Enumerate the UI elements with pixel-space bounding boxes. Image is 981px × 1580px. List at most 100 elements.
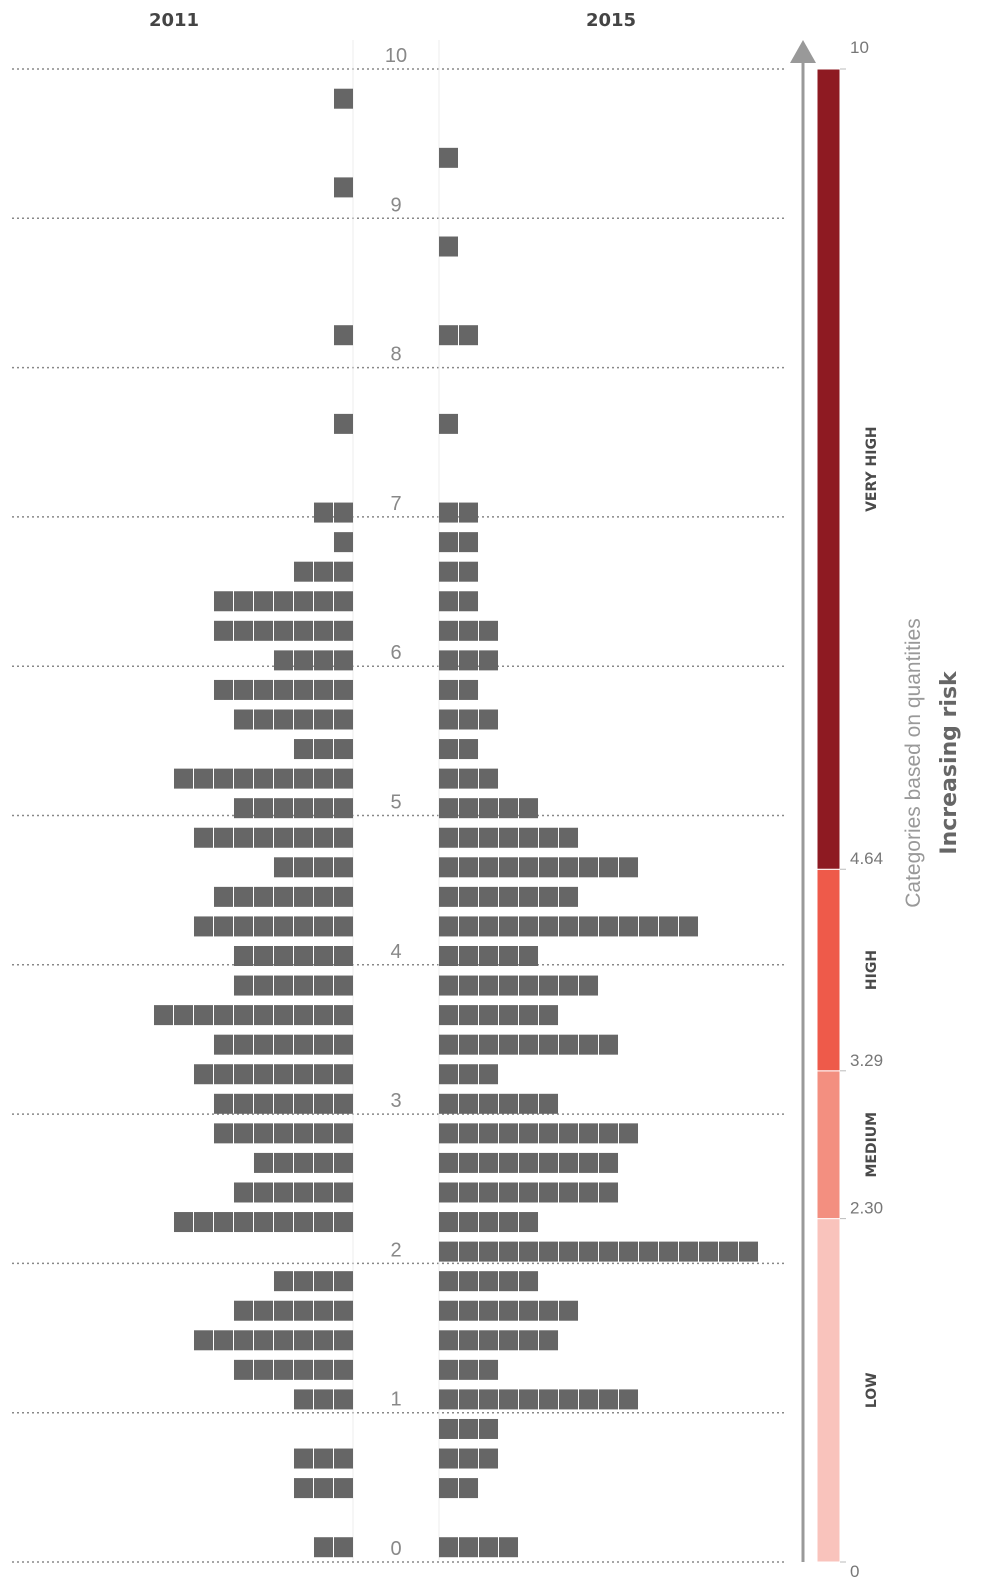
left-block <box>294 1330 313 1351</box>
tick-label: 6 <box>390 642 401 664</box>
left-block <box>294 1300 313 1321</box>
right-block <box>439 502 458 523</box>
scale-category-label: VERY HIGH <box>864 426 880 512</box>
right-block <box>439 1389 458 1410</box>
right-block <box>459 1300 478 1321</box>
right-block <box>539 1182 558 1203</box>
left-block <box>254 1359 273 1380</box>
left-block <box>274 945 293 966</box>
left-block <box>274 679 293 700</box>
right-block <box>519 1123 538 1144</box>
right-block <box>539 827 558 848</box>
left-block <box>334 1300 353 1321</box>
left-block <box>334 88 353 109</box>
right-block <box>539 1034 558 1055</box>
right-block <box>459 739 478 760</box>
right-block <box>439 1359 458 1380</box>
left-block <box>294 1448 313 1469</box>
right-block <box>479 1300 498 1321</box>
right-block <box>519 1093 538 1114</box>
right-block <box>479 1064 498 1085</box>
left-block <box>254 1005 273 1026</box>
left-block <box>294 561 313 582</box>
scale-break-label: 2.30 <box>850 1199 883 1218</box>
left-block <box>194 1064 213 1085</box>
left-block <box>334 561 353 582</box>
right-block <box>479 768 498 789</box>
left-block <box>334 679 353 700</box>
right-block <box>559 886 578 907</box>
left-block <box>334 975 353 996</box>
left-block <box>334 591 353 612</box>
left-block <box>334 739 353 760</box>
right-block <box>499 1241 518 1262</box>
right-block <box>459 502 478 523</box>
left-block <box>334 325 353 346</box>
scale-subtitle: Categories based on quantities <box>902 618 925 908</box>
right-block <box>679 1241 698 1262</box>
left-block <box>254 1093 273 1114</box>
tick-label: 5 <box>390 792 401 814</box>
right-block <box>479 1005 498 1026</box>
right-block <box>559 1241 578 1262</box>
left-block <box>294 1212 313 1233</box>
left-block <box>334 827 353 848</box>
left-block <box>314 798 333 819</box>
right-block <box>539 886 558 907</box>
left-block <box>234 591 253 612</box>
right-block <box>479 1212 498 1233</box>
color-scale: LOW MEDIUM HIGH VERY HIGH 0 2.30 3.29 4.64 10 <box>790 38 883 1580</box>
right-block <box>439 1418 458 1439</box>
left-block <box>214 1034 233 1055</box>
right-block <box>479 1359 498 1380</box>
right-block <box>519 1241 538 1262</box>
right-block <box>479 945 498 966</box>
right-block <box>519 827 538 848</box>
left-block <box>214 620 233 641</box>
right-block <box>439 1330 458 1351</box>
right-block <box>439 945 458 966</box>
left-block <box>334 413 353 434</box>
right-block <box>439 325 458 346</box>
risk-arrow-head <box>790 40 816 63</box>
tick-label: 9 <box>390 194 401 216</box>
left-block <box>314 679 333 700</box>
left-block <box>254 709 273 730</box>
right-block <box>439 857 458 878</box>
right-block <box>519 1212 538 1233</box>
right-block <box>439 1478 458 1499</box>
right-block <box>579 1034 598 1055</box>
left-block <box>294 650 313 671</box>
left-block <box>234 1093 253 1114</box>
left-block <box>234 1359 253 1380</box>
scale-break-label: 10 <box>850 38 869 57</box>
right-block <box>439 1448 458 1469</box>
right-block <box>499 1123 518 1144</box>
left-block <box>294 1182 313 1203</box>
right-block <box>459 591 478 612</box>
right-block <box>639 1241 658 1262</box>
tick-label-bg <box>368 339 424 366</box>
left-block <box>194 916 213 937</box>
right-block <box>699 1241 718 1262</box>
right-block <box>499 1537 518 1558</box>
right-block <box>479 916 498 937</box>
right-block <box>559 857 578 878</box>
left-block <box>314 1537 333 1558</box>
left-block <box>234 1300 253 1321</box>
left-block <box>174 768 193 789</box>
right-block <box>479 1034 498 1055</box>
right-block <box>599 857 618 878</box>
right-block <box>539 1005 558 1026</box>
left-block <box>334 798 353 819</box>
left-block <box>334 1005 353 1026</box>
left-block <box>294 1064 313 1085</box>
left-block <box>214 916 233 937</box>
left-block <box>334 886 353 907</box>
right-block <box>499 1182 518 1203</box>
right-block <box>539 916 558 937</box>
right-block <box>599 1389 618 1410</box>
right-block <box>599 1152 618 1173</box>
left-block <box>314 1093 333 1114</box>
